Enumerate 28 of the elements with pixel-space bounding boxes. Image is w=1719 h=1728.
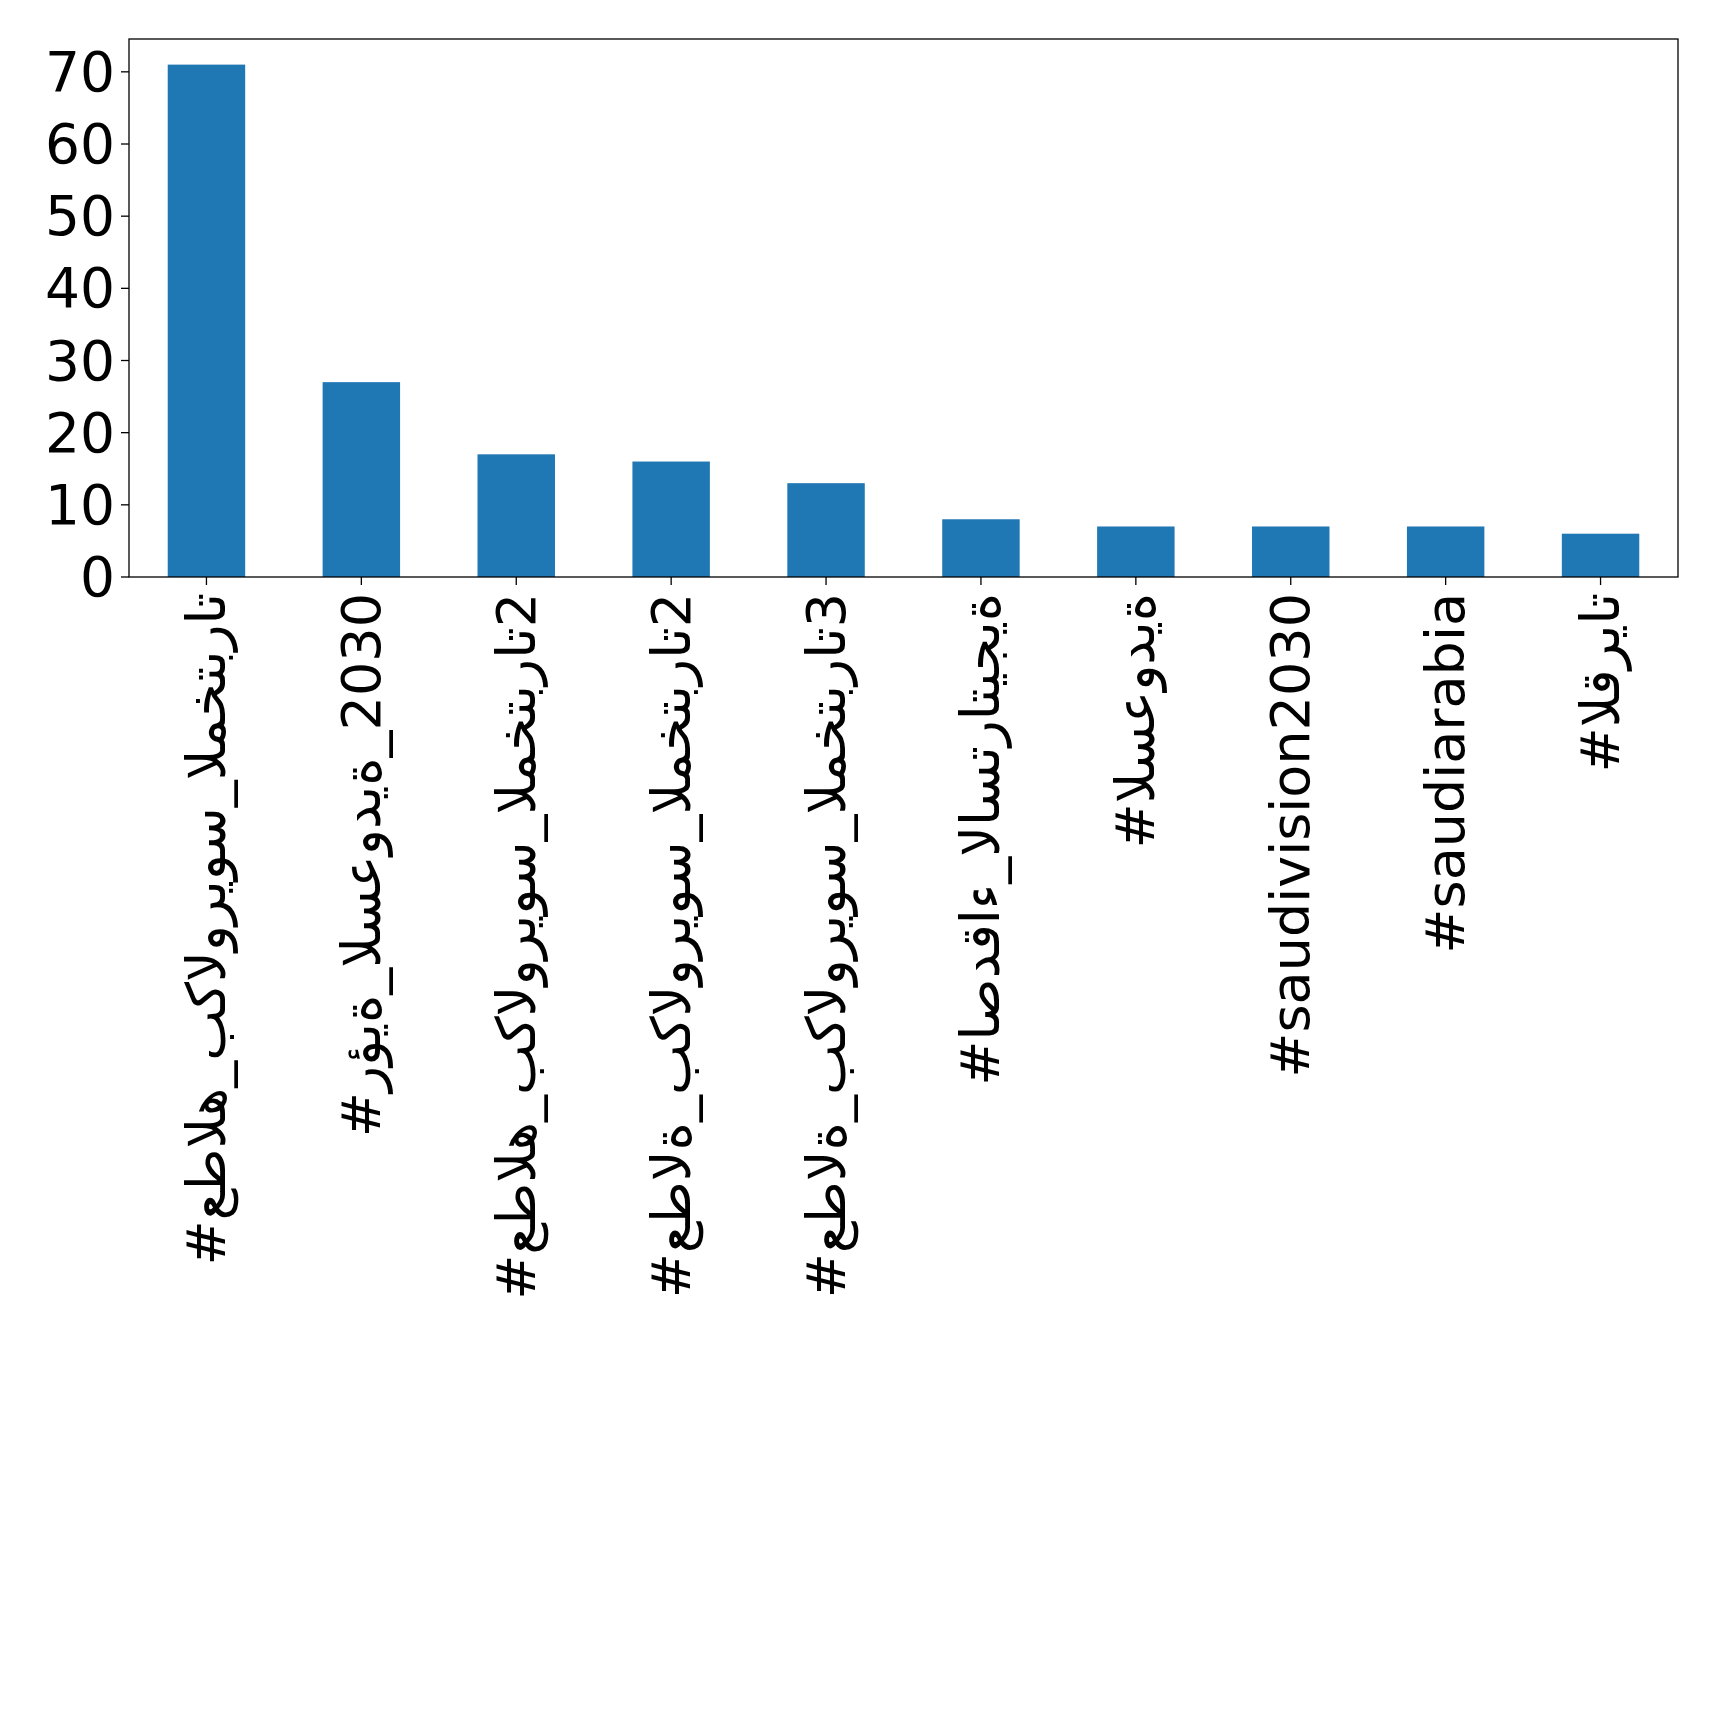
y-tick-label: 60 bbox=[45, 112, 115, 176]
bar bbox=[1252, 526, 1330, 577]
y-tick-label: 0 bbox=[80, 545, 115, 609]
y-tick-label: 10 bbox=[45, 472, 115, 537]
y-tick-label: 30 bbox=[45, 328, 115, 393]
bar bbox=[167, 64, 246, 577]
y-tick-label: 40 bbox=[45, 256, 115, 321]
x-tick-label: #اصدقاء_الاستراتيجية bbox=[949, 593, 1013, 1086]
x-tick-label: #عطالة_بكالوريوس_المختبرات2 bbox=[639, 593, 704, 1299]
x-tick-label: #عطاله_بكالوريوس_المختبرات2 bbox=[484, 593, 549, 1300]
x-tick-label: #عطالة_بكالوريوس_المختبرات3 bbox=[794, 593, 859, 1299]
x-tick-label: #عطاله_بكالوريوس_المختبرات bbox=[174, 593, 239, 1266]
bar bbox=[1406, 526, 1485, 577]
bar bbox=[1097, 526, 1175, 577]
bar bbox=[632, 461, 710, 577]
bar bbox=[787, 483, 865, 577]
bar bbox=[477, 454, 555, 577]
x-tick-label: #السعودية bbox=[1104, 593, 1168, 849]
x-tick-label: #رؤية_السعودية_2030 bbox=[329, 593, 393, 1138]
y-tick-label: 70 bbox=[45, 39, 115, 104]
x-tick-label: #saudiarabia bbox=[1414, 593, 1478, 954]
x-tick-label: #saudivision2030 bbox=[1259, 593, 1323, 1078]
bar bbox=[942, 519, 1020, 577]
bar bbox=[1561, 533, 1640, 577]
y-tick-label: 50 bbox=[45, 184, 115, 249]
bar bbox=[322, 382, 401, 577]
y-tick-label: 20 bbox=[45, 400, 115, 465]
x-tick-label: #القريات bbox=[1569, 593, 1633, 773]
